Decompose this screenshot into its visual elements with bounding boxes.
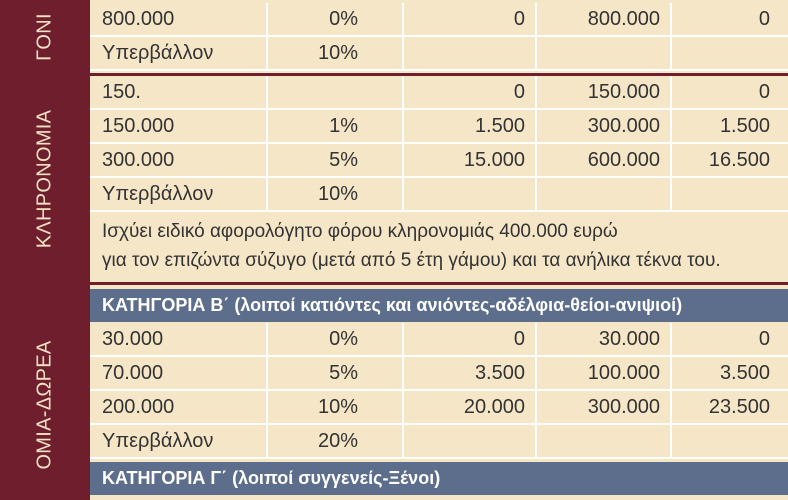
cumulative-tax-cell bbox=[672, 178, 788, 212]
tax-cell: 1.500 bbox=[404, 110, 537, 144]
tax-cell: 0 bbox=[404, 76, 537, 110]
category-b-header: ΚΑΤΗΓΟΡΙΑ Β΄ (λοιποί κατιόντες και ανιόν… bbox=[90, 289, 788, 322]
bracket-amount-cell: 150.000 bbox=[90, 110, 268, 144]
section-band-goniki: ΓΟΝΙ bbox=[0, 0, 90, 73]
tax-cell: 0 bbox=[404, 323, 537, 357]
rate-cell: 10% bbox=[268, 391, 404, 425]
rate-cell: 5% bbox=[268, 357, 404, 391]
cumulative-amount-cell: 300.000 bbox=[537, 391, 672, 425]
tax-cell: 0 bbox=[404, 3, 537, 37]
tax-cell: 15.000 bbox=[404, 144, 537, 178]
rate-cell: 10% bbox=[268, 37, 404, 71]
section-band-dorea: ΟΜΙΑ-ΔΩΡΕΑ bbox=[0, 285, 90, 500]
tax-exemption-note: Ισχύει ειδικό αφορολόγητο φόρου κληρονομ… bbox=[90, 212, 788, 284]
section-label-klironomia: ΚΛΗΡΟΝΟΜΙΑ bbox=[33, 109, 56, 249]
cumulative-amount-cell: 100.000 bbox=[537, 357, 672, 391]
table-row: 150.000 1% 1.500 300.000 1.500 bbox=[90, 110, 788, 144]
cumulative-tax-cell: 3.500 bbox=[672, 357, 788, 391]
table-row: 300.000 5% 15.000 600.000 16.500 bbox=[90, 144, 788, 178]
bracket-amount-cell: Υπερβάλλον bbox=[90, 178, 268, 212]
section-label-goniki: ΓΟΝΙ bbox=[33, 12, 56, 61]
bracket-amount-cell: 800.000 bbox=[90, 3, 268, 37]
rate-cell: 5% bbox=[268, 144, 404, 178]
note-line: για τον επιζώντα σύζυγο (μετά από 5 έτη … bbox=[102, 250, 721, 271]
bracket-amount-cell: 70.000 bbox=[90, 357, 268, 391]
cumulative-tax-cell: 0 bbox=[672, 323, 788, 357]
tax-cell bbox=[404, 178, 537, 212]
category-c-subtitle: (λοιποί συγγενείς-Ξένοι) bbox=[232, 468, 441, 488]
cumulative-tax-cell: 0 bbox=[672, 76, 788, 110]
table-row: Υπερβάλλον 20% bbox=[90, 425, 788, 459]
cumulative-tax-cell: 16.500 bbox=[672, 144, 788, 178]
bracket-amount-cell: Υπερβάλλον bbox=[90, 37, 268, 71]
rate-cell: 0% bbox=[268, 3, 404, 37]
note-line: Ισχύει ειδικό αφορολόγητο φόρου κληρονομ… bbox=[102, 221, 618, 242]
section-separator bbox=[0, 73, 788, 76]
rate-cell: 0% bbox=[268, 323, 404, 357]
rate-cell: 10% bbox=[268, 178, 404, 212]
cumulative-amount-cell bbox=[537, 178, 672, 212]
table-row: 150. 0 150.000 0 bbox=[90, 76, 788, 110]
cumulative-amount-cell: 800.000 bbox=[537, 3, 672, 37]
section-band-klironomia: ΚΛΗΡΟΝΟΜΙΑ bbox=[0, 76, 90, 282]
category-c-title: ΚΑΤΗΓΟΡΙΑ Γ΄ bbox=[102, 468, 228, 488]
table-row: 800.000 0% 0 800.000 0 bbox=[90, 3, 788, 37]
cumulative-amount-cell: 300.000 bbox=[537, 110, 672, 144]
cumulative-tax-cell: 0 bbox=[672, 3, 788, 37]
table-row-partial bbox=[90, 495, 788, 500]
bracket-amount-cell: 150. bbox=[90, 76, 268, 110]
cumulative-tax-cell bbox=[672, 425, 788, 459]
cumulative-tax-cell bbox=[672, 37, 788, 71]
table-row: Υπερβάλλον 10% bbox=[90, 37, 788, 71]
section-label-dorea: ΟΜΙΑ-ΔΩΡΕΑ bbox=[33, 340, 56, 470]
section-separator bbox=[0, 282, 788, 285]
tax-cell: 20.000 bbox=[404, 391, 537, 425]
table-row: 30.000 0% 0 30.000 0 bbox=[90, 323, 788, 357]
bracket-amount-cell: 30.000 bbox=[90, 323, 268, 357]
rate-cell bbox=[268, 76, 404, 110]
bracket-amount-cell: Υπερβάλλον bbox=[90, 425, 268, 459]
cumulative-amount-cell bbox=[537, 37, 672, 71]
cumulative-amount-cell: 30.000 bbox=[537, 323, 672, 357]
rate-cell: 1% bbox=[268, 110, 404, 144]
table-row: 70.000 5% 3.500 100.000 3.500 bbox=[90, 357, 788, 391]
cumulative-tax-cell: 23.500 bbox=[672, 391, 788, 425]
bracket-amount-cell: 200.000 bbox=[90, 391, 268, 425]
tax-cell bbox=[404, 425, 537, 459]
cumulative-tax-cell: 1.500 bbox=[672, 110, 788, 144]
category-b-title: ΚΑΤΗΓΟΡΙΑ Β΄ bbox=[102, 295, 230, 315]
category-b-subtitle: (λοιποί κατιόντες και ανιόντες-αδέλφια-θ… bbox=[234, 295, 683, 315]
cumulative-amount-cell bbox=[537, 425, 672, 459]
rate-cell: 20% bbox=[268, 425, 404, 459]
cumulative-amount-cell: 150.000 bbox=[537, 76, 672, 110]
cumulative-amount-cell: 600.000 bbox=[537, 144, 672, 178]
category-c-header: ΚΑΤΗΓΟΡΙΑ Γ΄ (λοιποί συγγενείς-Ξένοι) bbox=[90, 462, 788, 495]
tax-cell bbox=[404, 37, 537, 71]
tax-cell: 3.500 bbox=[404, 357, 537, 391]
table-row: 200.000 10% 20.000 300.000 23.500 bbox=[90, 391, 788, 425]
bracket-amount-cell: 300.000 bbox=[90, 144, 268, 178]
table-row: Υπερβάλλον 10% bbox=[90, 178, 788, 212]
